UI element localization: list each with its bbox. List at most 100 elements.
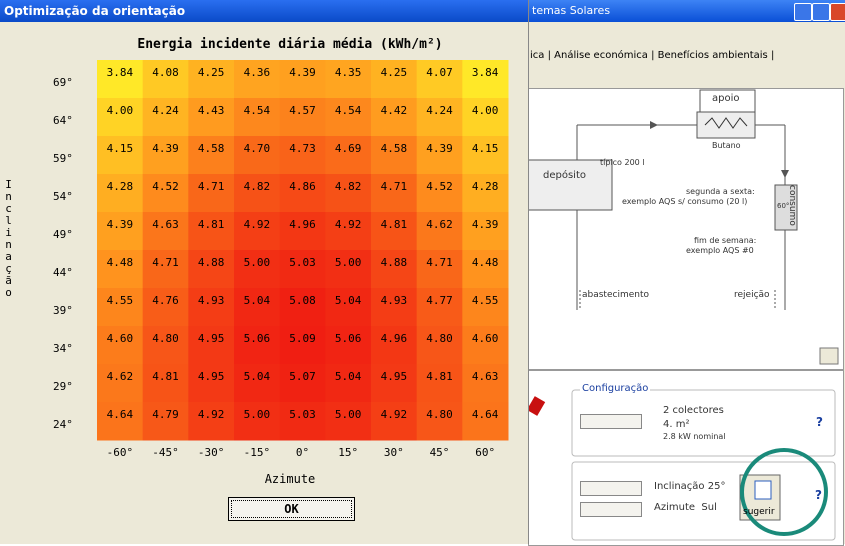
cell-label: 4.95 — [198, 370, 225, 383]
heat-cell — [142, 326, 189, 365]
x-tick-label: -15° — [244, 446, 271, 459]
cell-label: 4.80 — [426, 408, 453, 421]
title-bar — [528, 0, 845, 22]
x-axis-label: Azimute — [264, 472, 316, 486]
cell-label: 4.80 — [426, 332, 453, 345]
consumo: consumo — [787, 185, 797, 226]
cell-label: 4.54 — [244, 104, 271, 117]
help[interactable]: ? — [816, 415, 823, 429]
x-tick-label: 60° — [475, 446, 495, 459]
heat-cell — [234, 288, 281, 327]
x-tick-label: 30° — [384, 446, 404, 459]
scrollbar[interactable] — [580, 481, 642, 496]
cell-label: 4.48 — [107, 256, 134, 269]
tab[interactable]: Análise económica — [554, 50, 648, 61]
x-tick-label: 15° — [338, 446, 358, 459]
heat-cell — [416, 212, 463, 251]
heat-cell — [234, 402, 281, 441]
cell-label: 4.64 — [107, 408, 134, 421]
heat-cell — [188, 288, 235, 327]
cell-label: 4.73 — [289, 142, 316, 155]
y-tick-label: 49° — [53, 228, 73, 241]
heat-cell — [371, 402, 418, 441]
ok-button[interactable]: OK — [228, 497, 355, 521]
heat-cell — [188, 212, 235, 251]
heat-cell — [97, 364, 144, 403]
cell-label: 5.08 — [289, 294, 316, 307]
suggest-button[interactable]: sugerir — [743, 507, 775, 517]
cell-label: 5.03 — [289, 408, 316, 421]
weekend: fim de semana: — [694, 236, 757, 245]
heat-cell — [371, 136, 418, 175]
heat-cell — [97, 326, 144, 365]
cell-label: 4.35 — [335, 66, 362, 79]
heat-cell — [142, 212, 189, 251]
rejeicao: rejeição — [734, 290, 770, 300]
heat-cell — [97, 402, 144, 441]
tab[interactable]: ica — [530, 50, 545, 61]
power: 2.8 kW nominal — [663, 432, 726, 441]
cell-label: 4.55 — [472, 294, 499, 307]
heat-cell — [234, 98, 281, 137]
cell-label: 4.58 — [198, 142, 225, 155]
tabs: ica | Análise económica | Benefícios amb… — [530, 50, 775, 61]
heat-cell — [234, 364, 281, 403]
azimuth-label: Azimute — [654, 502, 696, 513]
cell-label: 5.06 — [335, 332, 362, 345]
minimize-button[interactable] — [794, 3, 812, 21]
heat-cell — [97, 98, 144, 137]
temperature: 60° — [777, 202, 790, 210]
cell-label: 4.92 — [198, 408, 225, 421]
heat-cell — [416, 288, 463, 327]
cell-label: 4.71 — [198, 180, 225, 193]
heat-cell — [188, 250, 235, 289]
cell-label: 5.00 — [244, 256, 271, 269]
abastecimento: abastecimento — [582, 290, 649, 300]
heat-cell — [279, 212, 326, 251]
y-tick-label: 39° — [53, 304, 73, 317]
cell-label: 4.93 — [381, 294, 408, 307]
cell-label: 5.00 — [244, 408, 271, 421]
heat-cell — [279, 326, 326, 365]
y-tick-label: 64° — [53, 114, 73, 127]
heat-cell — [462, 98, 509, 137]
cell-label: 4.39 — [472, 218, 499, 231]
scrollbar[interactable] — [580, 502, 642, 517]
cell-label: 4.92 — [381, 408, 408, 421]
cell-label: 4.39 — [289, 66, 316, 79]
typical: típico 200 l — [600, 158, 645, 167]
heat-cell — [279, 98, 326, 137]
heat-cell — [416, 402, 463, 441]
heat-cell — [371, 364, 418, 403]
close-button[interactable] — [830, 3, 845, 21]
heat-cell — [462, 364, 509, 403]
cell-label: 4.24 — [426, 104, 453, 117]
heat-cell — [371, 250, 418, 289]
tab[interactable]: Benefícios ambientais — [657, 50, 768, 61]
cell-label: 4.48 — [472, 256, 499, 269]
config-title: Configuração — [580, 383, 651, 394]
heat-cell — [325, 60, 372, 99]
heat-cell — [462, 326, 509, 365]
inclination-label: Inclinação — [654, 481, 705, 492]
cell-label: 4.92 — [335, 218, 362, 231]
cell-label: 4.81 — [152, 370, 179, 383]
cell-label: 4.52 — [426, 180, 453, 193]
heat-cell — [371, 60, 418, 99]
heat-cell — [371, 212, 418, 251]
help[interactable]: ? — [815, 488, 822, 502]
heat-cell — [97, 250, 144, 289]
heat-cell — [97, 288, 144, 327]
heat-cell — [234, 250, 281, 289]
heat-cell — [325, 212, 372, 251]
maximize-button[interactable] — [812, 3, 830, 21]
heat-cell — [234, 212, 281, 251]
scrollbar[interactable] — [580, 414, 642, 429]
heat-cell — [97, 212, 144, 251]
cell-label: 4.39 — [152, 142, 179, 155]
heat-cell — [462, 250, 509, 289]
y-tick-label: 59° — [53, 152, 73, 165]
apoio: apoio — [712, 93, 740, 104]
x-tick-label: -45° — [152, 446, 179, 459]
